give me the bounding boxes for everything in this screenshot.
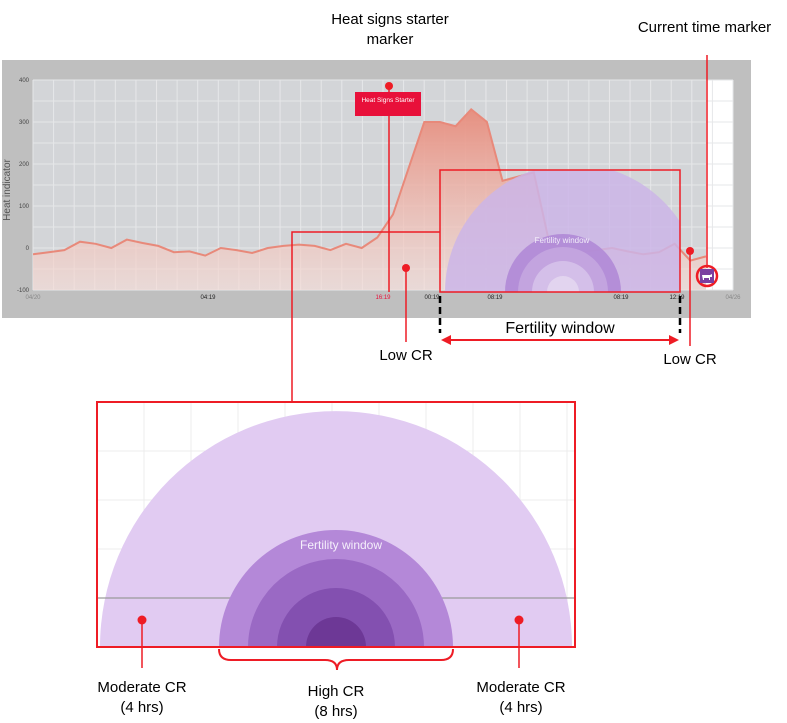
x-tick-label: 04/26	[725, 295, 741, 301]
low-cr-left-callout: Low CR	[379, 347, 433, 364]
fertility-window-mini	[445, 170, 680, 292]
low-cr-right-callout: Low CR	[663, 351, 717, 368]
y-tick-label: 400	[19, 78, 30, 84]
x-axis-ticks: 04/20 04:19 16:19 00:19 08:19 08:19 12:19 04/26	[25, 295, 741, 301]
zoom-connector	[291, 231, 440, 402]
zoom-panel	[97, 402, 575, 647]
y-axis-ticks: 400 300 200 100 0 -100	[17, 78, 30, 294]
zoom-frame	[96, 401, 576, 648]
x-tick-label: 04:19	[200, 295, 216, 301]
y-tick-label: 100	[19, 204, 30, 210]
x-tick-label: 08:19	[487, 295, 503, 301]
y-tick-label: 200	[19, 162, 30, 168]
moderate-cr-semicircle	[100, 411, 572, 647]
moderate-cr-right-callout: Moderate CR (4 hrs)	[476, 679, 566, 716]
heat-signs-marker-dot	[385, 82, 393, 90]
x-tick-label: 12:19	[669, 295, 685, 301]
heat-signs-marker-callout: Heat signs starter marker	[331, 11, 449, 48]
heat-signs-badge	[355, 92, 421, 116]
x-tick-label: 16:19	[375, 295, 391, 301]
high-cr-callout: High CR (8 hrs)	[307, 683, 365, 720]
heat-signs-badge-text: Heat Signs Starter	[361, 97, 415, 104]
cow-icon-shape	[702, 274, 712, 280]
zoom-fertility-window-label: Fertility window	[300, 538, 382, 552]
fertility-window-mini-label: Fertility window	[535, 236, 590, 245]
x-tick-label: 00:19	[424, 295, 440, 301]
fertility-window-box	[439, 169, 681, 293]
y-tick-label: 300	[19, 120, 30, 126]
high-cr-core	[306, 617, 366, 647]
fertility-window-callout: Fertility window	[505, 320, 615, 337]
current-time-marker-ring	[695, 264, 719, 288]
current-time-marker-callout: Current time marker	[637, 19, 772, 36]
x-tick-label: 04/20	[25, 295, 41, 301]
moderate-cr-left-callout: Moderate CR (4 hrs)	[97, 679, 187, 716]
high-cr-brace	[218, 648, 454, 671]
y-tick-label: 0	[26, 246, 30, 252]
y-axis-title: Heat indicator	[2, 158, 13, 220]
x-tick-label: 08:19	[613, 295, 629, 301]
y-tick-label: -100	[17, 288, 30, 294]
